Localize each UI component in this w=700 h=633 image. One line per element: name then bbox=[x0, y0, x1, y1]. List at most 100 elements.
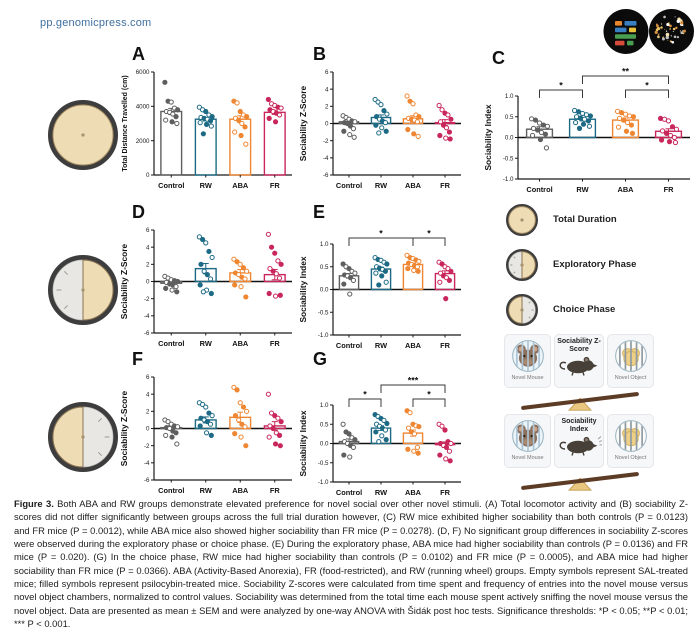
zscore-measure-cell: Sociability Z-Score bbox=[554, 334, 604, 388]
svg-text:Sociability Index: Sociability Index bbox=[483, 104, 493, 170]
svg-text:0.0: 0.0 bbox=[505, 135, 514, 142]
svg-text:FR: FR bbox=[440, 181, 451, 190]
phase-legend-choice-phase: Choice Phase bbox=[504, 287, 696, 332]
svg-text:Control: Control bbox=[526, 185, 552, 194]
exploratory-phase-clock-icon bbox=[48, 255, 118, 325]
svg-text:**: ** bbox=[622, 67, 630, 77]
svg-text:***: *** bbox=[408, 376, 419, 386]
phase-legend-label: Choice Phase bbox=[553, 304, 616, 315]
panel-f: F -6 -4 -2 0 2 4 6 Control RW ABA FR Sociability Z-… bbox=[118, 349, 300, 501]
svg-text:Control: Control bbox=[336, 341, 362, 350]
panel-b-chart: -6 -4 -2 0 2 4 6 Control RW ABA FR Sociability Z-Sc… bbox=[299, 69, 461, 190]
svg-text:Total Distance Travelled (cm): Total Distance Travelled (cm) bbox=[122, 75, 129, 171]
svg-text:0.0: 0.0 bbox=[320, 441, 329, 448]
svg-text:-4: -4 bbox=[323, 155, 329, 162]
svg-text:-0.5: -0.5 bbox=[318, 309, 329, 316]
panel-a: A 0 2000 4000 6000 Control RW ABA FR Total Dista… bbox=[118, 44, 300, 196]
svg-text:*: * bbox=[645, 81, 649, 91]
panel-e: E -1.0 -0.5 0.0 0.5 1.0 Control RW ABA FR * * Socia… bbox=[299, 202, 469, 354]
svg-text:-2: -2 bbox=[144, 296, 150, 303]
svg-text:-4: -4 bbox=[144, 460, 150, 467]
svg-text:0: 0 bbox=[146, 279, 150, 286]
svg-text:*: * bbox=[427, 229, 431, 239]
novel-mouse-cage-icon bbox=[511, 340, 544, 372]
svg-text:-2: -2 bbox=[323, 138, 329, 145]
panel-e-chart: -1.0 -0.5 0.0 0.5 1.0 Control RW ABA FR * * Sociabi… bbox=[299, 229, 461, 350]
panel-a-label: A bbox=[132, 44, 145, 64]
total-duration-clock-icon bbox=[48, 100, 118, 170]
figure-caption: Figure 3. Both ABA and RW groups demonst… bbox=[14, 497, 688, 630]
svg-text:Sociability Z-Score: Sociability Z-Score bbox=[299, 85, 308, 161]
svg-text:-6: -6 bbox=[144, 330, 150, 337]
svg-text:Control: Control bbox=[158, 486, 184, 495]
svg-text:ABA: ABA bbox=[232, 486, 249, 495]
svg-text:ABA: ABA bbox=[232, 339, 249, 348]
svg-text:*: * bbox=[427, 390, 431, 400]
svg-text:RW: RW bbox=[200, 181, 212, 190]
caption-body: Both ABA and RW groups demonstrate eleva… bbox=[14, 498, 688, 630]
svg-text:ABA: ABA bbox=[232, 181, 249, 190]
svg-text:FR: FR bbox=[270, 181, 281, 190]
novel-object-cage-icon bbox=[614, 420, 647, 452]
svg-text:*: * bbox=[363, 390, 367, 400]
novel-object-cell: Novel Object bbox=[607, 334, 654, 388]
svg-text:0.5: 0.5 bbox=[320, 421, 329, 428]
site-url: pp.genomicpress.com bbox=[40, 17, 152, 29]
svg-text:-6: -6 bbox=[144, 477, 150, 484]
panel-g: G -1.0 -0.5 0.0 0.5 1.0 Control RW ABA FR * * *** So… bbox=[299, 349, 469, 501]
svg-text:-0.5: -0.5 bbox=[503, 155, 514, 162]
svg-text:-6: -6 bbox=[323, 172, 329, 179]
phase-legend-label: Exploratory Phase bbox=[553, 259, 637, 270]
svg-text:Sociability Z-Score: Sociability Z-Score bbox=[119, 243, 129, 319]
svg-text:6: 6 bbox=[146, 227, 150, 234]
svg-text:Control: Control bbox=[158, 181, 184, 190]
panel-d-chart: -6 -4 -2 0 2 4 6 Control RW ABA FR Sociability Z-Sc… bbox=[119, 227, 292, 348]
svg-text:0.0: 0.0 bbox=[320, 287, 329, 294]
svg-text:-1.0: -1.0 bbox=[318, 479, 329, 486]
svg-text:RW: RW bbox=[375, 488, 387, 497]
panel-d-label: D bbox=[132, 202, 145, 222]
svg-text:-1.0: -1.0 bbox=[318, 332, 329, 339]
phase-legend-label: Total Duration bbox=[553, 214, 617, 225]
panel-c-label: C bbox=[492, 48, 505, 68]
svg-text:2: 2 bbox=[325, 104, 329, 111]
svg-text:Control: Control bbox=[336, 181, 362, 190]
sniffing-mouse-silhouette-icon bbox=[559, 436, 602, 457]
panel-e-label: E bbox=[313, 202, 326, 222]
panel-b-label: B bbox=[313, 44, 326, 64]
svg-text:FR: FR bbox=[440, 488, 451, 497]
novel-mouse-cage-icon bbox=[511, 420, 544, 452]
svg-text:6000: 6000 bbox=[136, 69, 150, 76]
svg-text:ABA: ABA bbox=[405, 341, 422, 350]
panel-f-label: F bbox=[132, 349, 143, 369]
svg-text:-4: -4 bbox=[144, 313, 150, 320]
svg-text:6: 6 bbox=[325, 69, 329, 76]
mouse-silhouette-icon bbox=[559, 357, 598, 377]
brain-network-burst-logo-icon bbox=[649, 9, 694, 54]
svg-text:Sociability Index: Sociability Index bbox=[299, 410, 308, 476]
svg-text:FR: FR bbox=[270, 486, 281, 495]
panel-a-chart: 0 2000 4000 6000 Control RW ABA FR Total Distanc… bbox=[122, 69, 292, 190]
panel-f-chart: -6 -4 -2 0 2 4 6 Control RW ABA FR Sociability Z-Sc… bbox=[119, 374, 292, 495]
svg-text:Sociability Index: Sociability Index bbox=[299, 256, 308, 322]
zscore-measure-title: Sociability Z-Score bbox=[557, 338, 601, 353]
svg-text:0: 0 bbox=[146, 172, 150, 179]
panel-g-label: G bbox=[313, 349, 328, 369]
phase-legend-total-duration: Total Duration bbox=[504, 197, 696, 242]
svg-text:6: 6 bbox=[146, 374, 150, 381]
svg-text:1.0: 1.0 bbox=[505, 93, 514, 100]
index-measure-cell: Sociability Index bbox=[554, 414, 604, 468]
svg-text:RW: RW bbox=[200, 339, 212, 348]
svg-text:2: 2 bbox=[146, 409, 150, 416]
svg-text:0: 0 bbox=[325, 121, 329, 128]
novel-mouse-cell: Novel Mouse bbox=[504, 414, 551, 468]
svg-text:-0.5: -0.5 bbox=[318, 460, 329, 467]
novel-mouse-label: Novel Mouse bbox=[511, 375, 544, 381]
svg-text:2000: 2000 bbox=[136, 138, 150, 145]
svg-text:0.5: 0.5 bbox=[320, 264, 329, 271]
svg-text:2: 2 bbox=[146, 262, 150, 269]
svg-text:*: * bbox=[559, 81, 563, 91]
genomic-press-bars-logo-icon bbox=[603, 9, 649, 54]
